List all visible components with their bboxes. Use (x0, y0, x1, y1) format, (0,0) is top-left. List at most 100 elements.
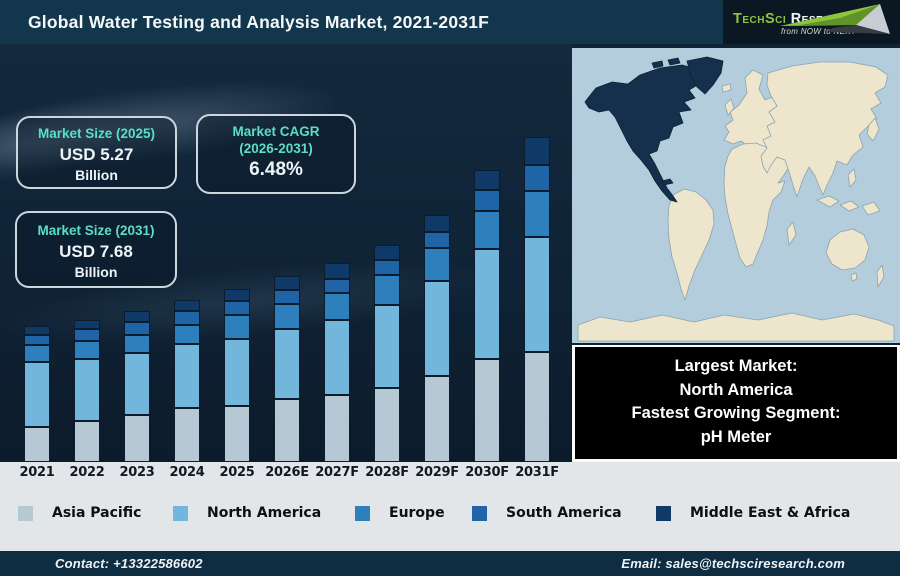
contact-phone: Contact: +13322586602 (55, 556, 203, 571)
largest-market-label: Largest Market: (674, 357, 798, 375)
bar-segment-north-america (474, 249, 500, 359)
legend-label-south-america: South America (506, 505, 622, 521)
fastest-segment-value: pH Meter (700, 427, 772, 446)
bar-segment-asia-pacific (124, 415, 150, 462)
bar-segment-asia-pacific (424, 376, 450, 462)
highlight-box: Largest Market: North America Fastest Gr… (575, 347, 897, 459)
bar-segment-asia-pacific (74, 421, 100, 462)
x-axis-label-2025: 2025 (219, 465, 255, 480)
page-title: Global Water Testing and Analysis Market… (28, 12, 490, 32)
island-iceland (721, 83, 732, 93)
bar-segment-asia-pacific (224, 406, 250, 462)
bar-segment-middle-east-africa (374, 245, 400, 260)
bar-segment-europe (124, 335, 150, 353)
x-axis-label-2031f: 2031F (515, 465, 559, 480)
bar-2027f (324, 263, 350, 462)
island-indonesia-east (839, 200, 860, 212)
island-philippines (847, 168, 857, 188)
bar-segment-asia-pacific (24, 427, 50, 462)
bar-segment-europe (524, 191, 550, 237)
legend-swatch-north-america (173, 505, 188, 521)
bar-2024 (174, 300, 200, 462)
bar-segment-asia-pacific (524, 352, 550, 462)
island-indonesia-west (816, 195, 840, 208)
legend-item-asia-pacific: Asia Pacific (18, 505, 141, 521)
bar-segment-south-america (24, 335, 50, 345)
footer-bar: Contact: +13322586602 Email: sales@techs… (0, 551, 900, 576)
bar-segment-north-america (224, 339, 250, 406)
bar-segment-europe (424, 248, 450, 281)
card-label: Market Size (2031) (37, 223, 155, 238)
bar-segment-south-america (474, 190, 500, 211)
bar-segment-europe (474, 211, 500, 249)
market-cagr-card: Market CAGR (2026-2031) 6.48% (196, 114, 356, 194)
bar-segment-middle-east-africa (524, 137, 550, 165)
x-axis-label-2030f: 2030F (465, 465, 509, 480)
brand-tagline: from NOW to NEXT (781, 27, 857, 36)
card-value: 6.48% (249, 159, 303, 180)
bar-segment-middle-east-africa (274, 276, 300, 290)
card-value: USD 7.68 (59, 242, 133, 261)
bar-segment-south-america (74, 329, 100, 341)
bar-2026e (274, 276, 300, 462)
card-label: Market Size (2025) (37, 126, 156, 141)
contact-email: Email: sales@techsciresearch.com (621, 556, 845, 571)
bar-segment-south-america (174, 311, 200, 325)
bar-segment-asia-pacific (374, 388, 400, 462)
bar-segment-middle-east-africa (124, 311, 150, 322)
bar-segment-north-america (424, 281, 450, 376)
bar-segment-north-america (374, 305, 400, 388)
bar-plot (0, 44, 572, 462)
island-new-guinea (861, 201, 881, 216)
bar-segment-south-america (274, 290, 300, 304)
island-cuba-highlight (661, 178, 674, 186)
island-new-zealand (876, 264, 885, 288)
card-label2: (2026-2031) (239, 141, 313, 156)
continent-asia (760, 61, 889, 198)
bar-segment-europe (274, 304, 300, 329)
market-size-2031-card: Market Size (2031) USD 7.68 Billion (15, 211, 177, 288)
island-greenland-highlight (686, 56, 724, 95)
bar-segment-north-america (174, 344, 200, 408)
x-axis-label-2029f: 2029F (415, 465, 459, 480)
bar-segment-europe (24, 345, 50, 362)
legend-swatch-middle-east-africa (656, 505, 671, 521)
brand-name-primary: TechSci (733, 11, 787, 27)
continent-south-america (667, 188, 715, 301)
island-arctic-highlight (651, 60, 664, 69)
continent-antarctica (577, 312, 895, 342)
bar-segment-south-america (374, 260, 400, 275)
island-japan (866, 117, 880, 142)
bar-segment-europe (324, 293, 350, 320)
bar-2025 (224, 289, 250, 462)
bar-segment-middle-east-africa (24, 326, 50, 335)
x-axis-label-2023: 2023 (119, 465, 155, 480)
island-tasmania (850, 272, 858, 282)
chart-area: Market Size (2025) USD 5.27 Billion Mark… (0, 44, 572, 462)
legend-item-south-america: South America (472, 505, 622, 521)
bar-segment-north-america (324, 320, 350, 395)
bar-segment-middle-east-africa (74, 320, 100, 329)
bar-segment-europe (224, 315, 250, 339)
market-size-2025-card: Market Size (2025) USD 5.27 Billion (16, 116, 177, 189)
bar-2031f (524, 137, 550, 462)
bar-segment-south-america (424, 232, 450, 248)
legend-swatch-asia-pacific (18, 505, 33, 521)
legend-label-asia-pacific: Asia Pacific (52, 505, 142, 521)
bar-segment-middle-east-africa (324, 263, 350, 279)
bar-2028f (374, 245, 400, 462)
x-axis-label-2026e: 2026E (265, 465, 309, 480)
bar-segment-asia-pacific (174, 408, 200, 462)
bar-segment-europe (74, 341, 100, 359)
x-axis-label-2021: 2021 (19, 465, 55, 480)
island-baffin-highlight (667, 57, 681, 66)
bar-segment-middle-east-africa (174, 300, 200, 311)
legend-swatch-south-america (472, 505, 487, 521)
continent-australia (825, 228, 870, 271)
axis-and-legend-band: 2021 2022 2023 2024 2025 2026E 2027F 2028F 2029F… (0, 462, 900, 551)
bar-segment-asia-pacific (474, 359, 500, 462)
legend-swatch-europe (355, 505, 370, 521)
legend-label-north-america: North America (207, 505, 322, 521)
bar-2030f (474, 170, 500, 462)
